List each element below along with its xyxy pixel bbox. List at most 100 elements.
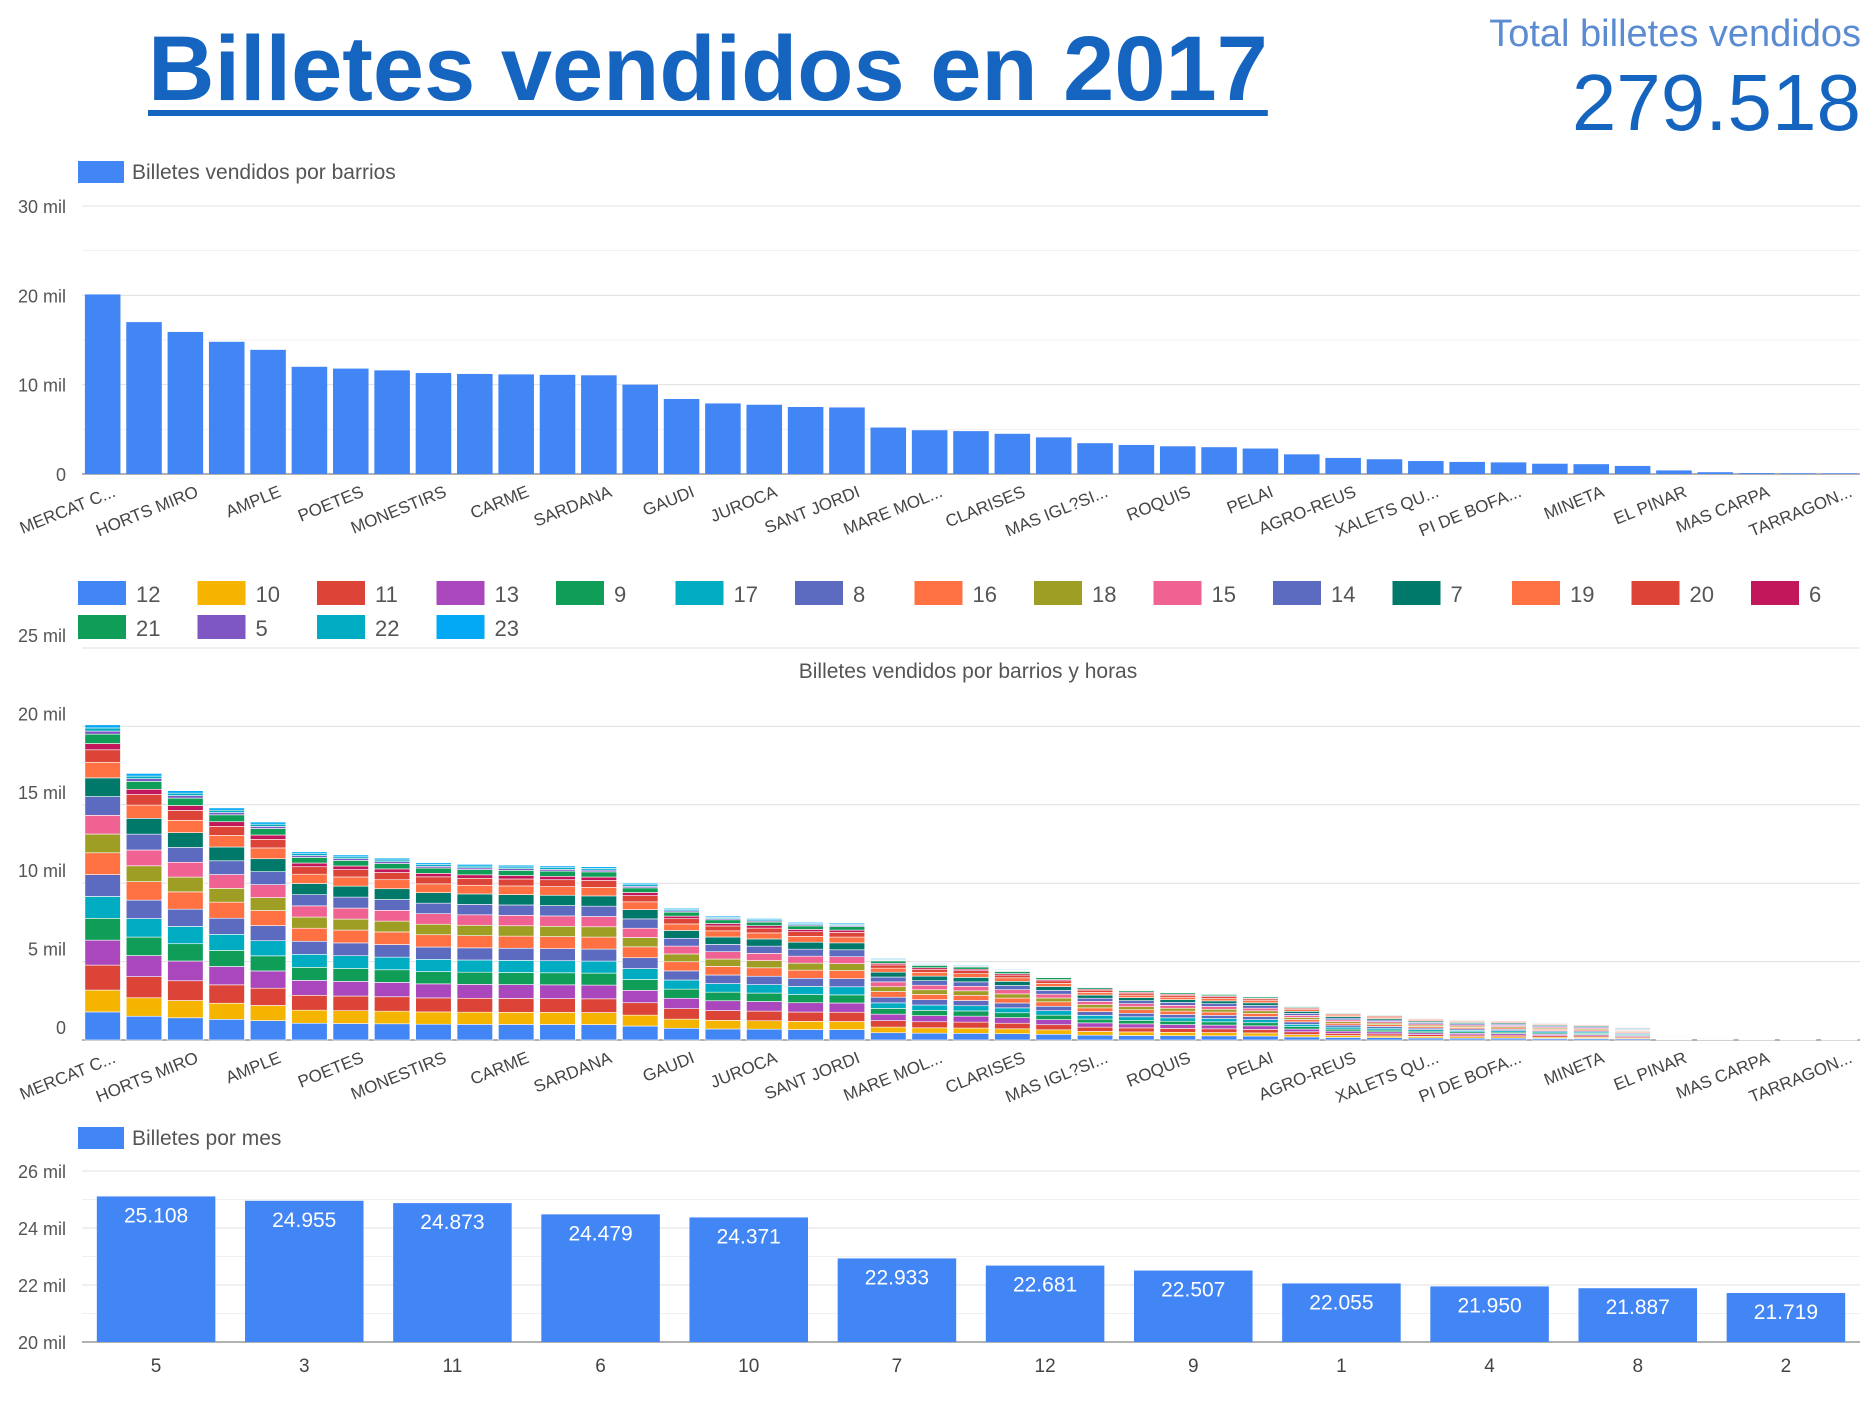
stack-segment (84, 874, 121, 897)
stack-segment (249, 1005, 287, 1021)
stack-segment (291, 954, 328, 968)
kpi-scorecard: Total billetes vendidos 279.518 (1489, 10, 1861, 148)
stack-segment (704, 1020, 741, 1030)
stack-segment (456, 984, 493, 999)
stack-segment (952, 977, 990, 983)
stack-segment (580, 866, 617, 869)
stack-segment (746, 921, 783, 926)
stack-segment (456, 914, 493, 926)
stack-segment (870, 971, 907, 978)
stack-segment (911, 1010, 948, 1016)
bar (1282, 1283, 1401, 1342)
stack-segment (498, 904, 535, 916)
x-tick-label: 6 (595, 1356, 606, 1377)
bar (541, 1214, 660, 1342)
x-tick-label: 4 (1484, 1356, 1495, 1377)
stack-segment (332, 907, 369, 920)
stack-segment (456, 877, 493, 886)
stack-segment (704, 1028, 741, 1041)
stack-segment (704, 1000, 741, 1011)
stack-segment (580, 1012, 617, 1025)
stack-segment (125, 881, 163, 901)
stack-segment (1159, 999, 1196, 1003)
stack-segment (952, 970, 990, 974)
stack-segment (498, 947, 535, 961)
stack-segment (1118, 1003, 1155, 1007)
stack-segment (167, 943, 204, 962)
stack-segment (870, 964, 907, 969)
y-tick-label: 0 (56, 1018, 66, 1038)
stack-segment (249, 940, 287, 957)
stack-segment (332, 942, 369, 957)
legend-label: 9 (614, 582, 626, 607)
stack-segment (911, 1015, 948, 1023)
stack-segment (994, 971, 1031, 974)
stack-segment (84, 749, 121, 763)
stack-segment (374, 910, 411, 922)
stack-segment (125, 773, 163, 777)
stack-segment (994, 1002, 1031, 1009)
stack-segment (456, 997, 493, 1013)
stack-segment (663, 1018, 700, 1029)
stack-segment (663, 911, 700, 917)
stack-segment (1283, 1036, 1320, 1041)
stack-segment (663, 907, 700, 910)
stack-segment (167, 960, 204, 982)
stack-segment (125, 936, 163, 956)
stack-segment (456, 884, 493, 895)
stack-segment (456, 924, 493, 936)
stack-segment (1159, 1014, 1196, 1019)
stack-segment (332, 854, 369, 858)
stack-segment (498, 864, 535, 868)
stack-segment (1201, 1035, 1238, 1041)
stack-segment (663, 953, 700, 963)
stack-segment (249, 970, 287, 989)
stack-segment (332, 876, 369, 887)
stack-segment (870, 1026, 907, 1034)
stack-segment (1283, 1015, 1320, 1018)
stack-segment (125, 865, 163, 882)
stack-segment (1035, 986, 1072, 991)
stack-segment (291, 967, 328, 981)
stack-segment (456, 904, 493, 916)
bar (250, 349, 286, 474)
bar (415, 373, 452, 474)
legend-swatch (795, 581, 843, 605)
stack-segment (249, 871, 287, 885)
bar (126, 322, 162, 474)
stack-segment (787, 931, 824, 937)
bar (1573, 464, 1610, 474)
stack-segment (374, 920, 411, 933)
stack-segment (1118, 1031, 1155, 1036)
stack-segment (746, 918, 783, 920)
stack-segment (539, 1012, 576, 1025)
stack-segment (1201, 1008, 1238, 1013)
bar (374, 370, 410, 474)
stack-segment (1407, 1037, 1444, 1041)
stack-segment (994, 985, 1031, 990)
stack-segment (332, 896, 369, 909)
stack-segment (539, 905, 576, 917)
legend-swatch (436, 615, 485, 639)
stack-segment (291, 866, 328, 875)
stack-segment (415, 892, 452, 904)
stack-segment (622, 968, 659, 980)
stack-segment (1035, 975, 1072, 977)
stack-segment (952, 994, 990, 1001)
stack-segment (994, 993, 1031, 999)
stack-segment (994, 977, 1031, 982)
x-tick-label: GAUDI (640, 1048, 697, 1086)
stack-segment (167, 797, 204, 806)
stack-segment (1118, 1000, 1155, 1004)
stack-segment (332, 918, 369, 931)
stack-segment (208, 966, 245, 986)
stack-segment (498, 875, 535, 880)
stack-segment (208, 821, 245, 827)
bar (622, 384, 658, 474)
stack-segment (1118, 1023, 1155, 1029)
stack-segment (208, 917, 245, 935)
stack-segment (1159, 1031, 1196, 1036)
bar (393, 1203, 512, 1342)
stack-segment (498, 925, 535, 937)
stack-segment (1076, 1001, 1114, 1005)
